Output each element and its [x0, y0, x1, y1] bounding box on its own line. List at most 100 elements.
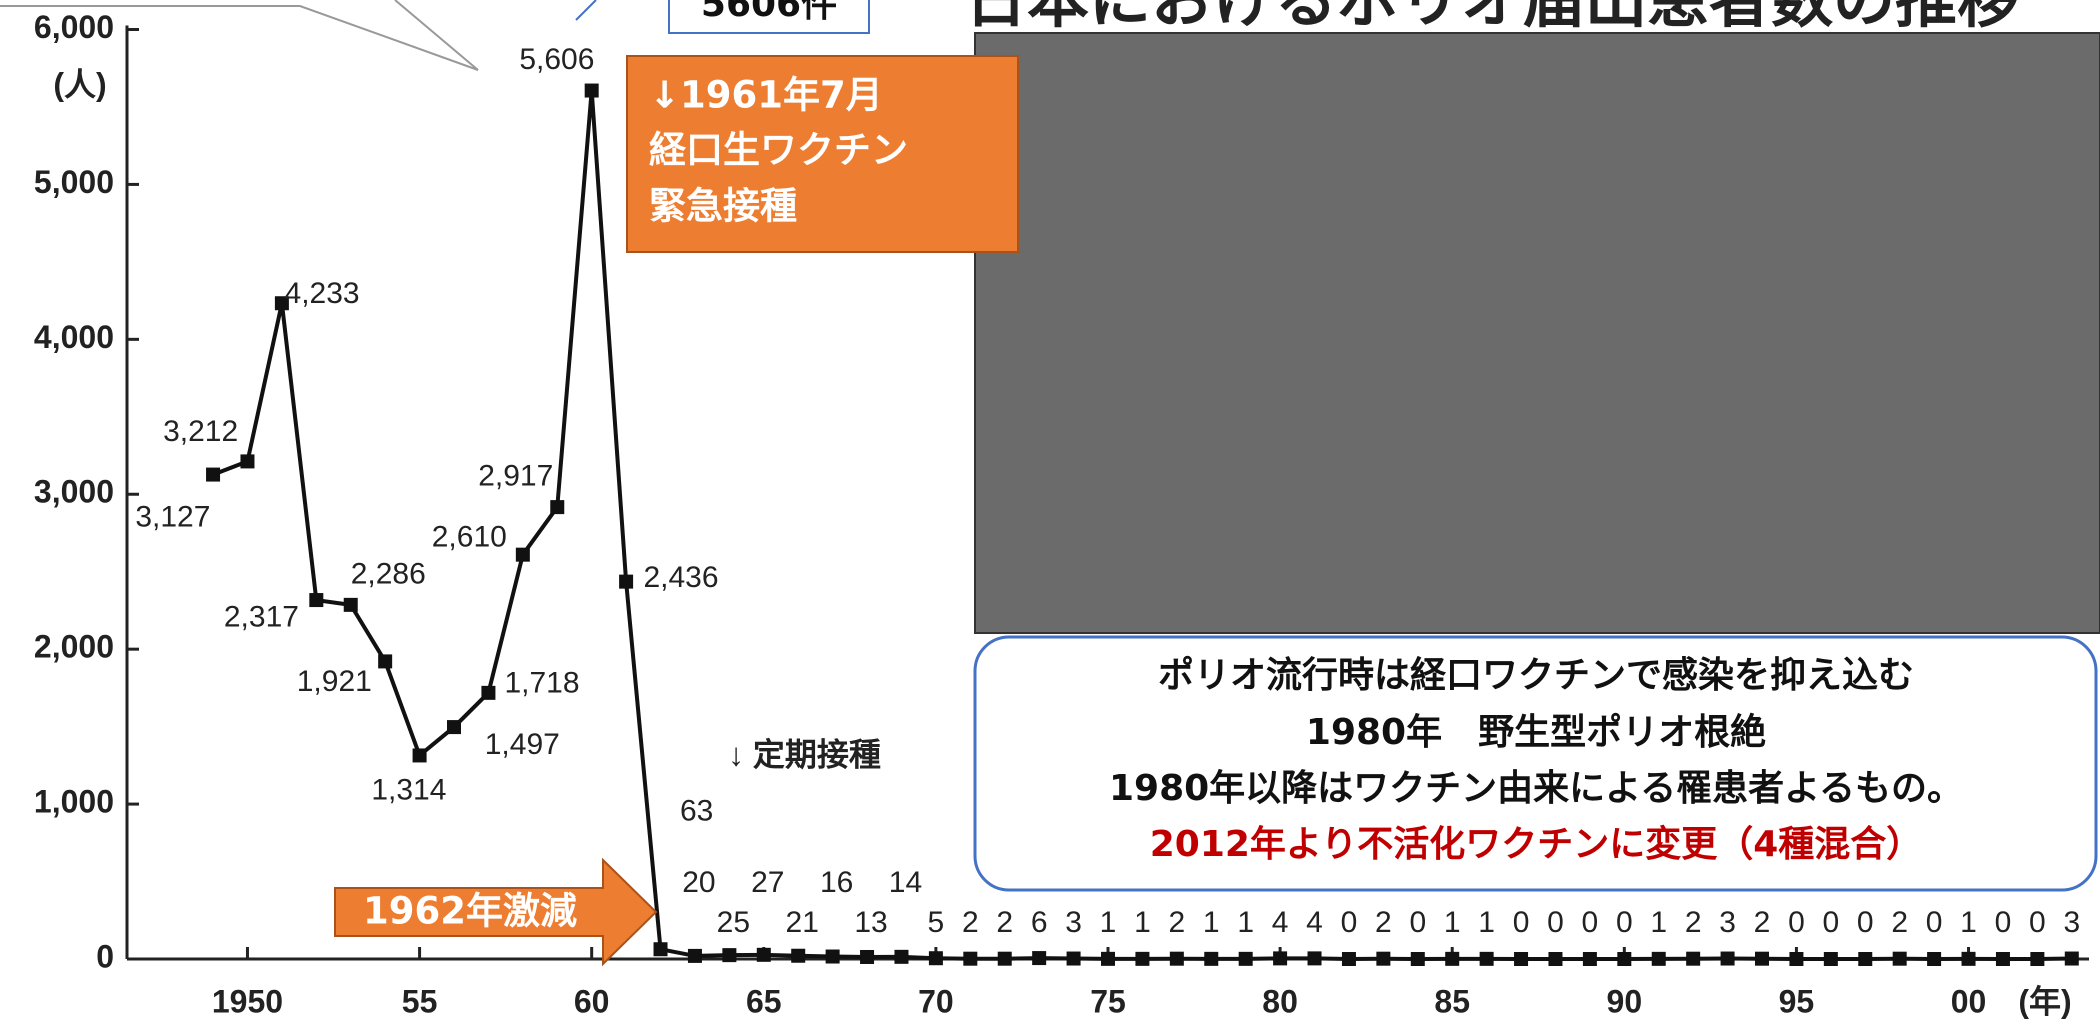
y-tick-label: 5,000 — [34, 164, 114, 200]
value-label: 0 — [1822, 906, 1839, 939]
marker — [1376, 952, 1390, 966]
marker — [1824, 952, 1838, 966]
value-label: 4 — [1306, 906, 1323, 939]
value-label: 6 — [1031, 906, 1048, 939]
callout: 5606件 — [701, 0, 837, 25]
chart-title: 日本におけるポリオ届出患者数の推移 — [965, 0, 2019, 36]
marker — [1893, 952, 1907, 966]
value-label: 0 — [1926, 906, 1943, 939]
marker — [826, 950, 840, 964]
value-label: 3 — [1065, 906, 1082, 939]
marker — [1617, 952, 1631, 966]
marker — [585, 84, 599, 98]
marker — [963, 952, 977, 966]
marker — [1548, 952, 1562, 966]
marker — [1308, 951, 1322, 965]
x-tick-label: 75 — [1090, 983, 1126, 1019]
value-label: 1 — [1960, 906, 1977, 939]
marker — [1652, 952, 1666, 966]
marker — [1789, 952, 1803, 966]
marker — [1411, 952, 1425, 966]
marker — [1239, 952, 1253, 966]
photo — [975, 33, 2100, 633]
value-label: 1 — [1203, 906, 1220, 939]
y-tick-label: 4,000 — [34, 319, 114, 355]
marker — [998, 952, 1012, 966]
value-label: 2 — [996, 906, 1013, 939]
value-label: 1 — [1100, 906, 1117, 939]
drop-label: 1962年激減 — [363, 890, 577, 933]
marker — [1445, 952, 1459, 966]
marker — [550, 500, 564, 514]
marker — [1996, 952, 2010, 966]
marker — [1858, 952, 1872, 966]
x-tick-label: 00 — [1951, 983, 1987, 1019]
x-unit: (年) — [2018, 983, 2071, 1019]
value-label: 1,921 — [297, 665, 372, 698]
value-label: 0 — [1547, 906, 1564, 939]
x-tick-label: 80 — [1262, 983, 1298, 1019]
value-label: 16 — [820, 866, 853, 899]
marker — [1755, 952, 1769, 966]
value-label: 2 — [1375, 906, 1392, 939]
value-label: 5 — [928, 906, 945, 939]
value-label: 4 — [1272, 906, 1289, 939]
marker — [447, 720, 461, 734]
value-label: 2 — [962, 906, 979, 939]
y-tick-label: 3,000 — [34, 474, 114, 510]
value-label: 25 — [717, 906, 750, 939]
x-tick-label: 95 — [1779, 983, 1815, 1019]
marker — [1032, 951, 1046, 965]
marker — [688, 949, 702, 963]
marker — [481, 686, 495, 700]
marker — [1273, 951, 1287, 965]
value-label: 3 — [1719, 906, 1736, 939]
value-label: 27 — [751, 866, 784, 899]
marker — [757, 948, 771, 962]
marker — [654, 942, 668, 956]
value-label: 2,286 — [351, 557, 426, 590]
marker — [1067, 952, 1081, 966]
value-label: 0 — [1513, 906, 1530, 939]
y-tick-label: 6,000 — [34, 9, 114, 45]
marker — [1480, 952, 1494, 966]
note-line: 経口生ワクチン — [649, 129, 908, 172]
value-label: 0 — [2029, 906, 2046, 939]
note-line: 緊急接種 — [649, 185, 797, 228]
value-label: 2 — [1685, 906, 1702, 939]
value-label: 1 — [1134, 906, 1151, 939]
value-label: 5,606 — [519, 43, 594, 76]
value-label: 1 — [1650, 906, 1667, 939]
value-label: 1 — [1444, 906, 1461, 939]
marker — [344, 598, 358, 612]
marker — [1170, 952, 1184, 966]
marker — [240, 454, 254, 468]
marker — [1135, 952, 1149, 966]
marker — [722, 948, 736, 962]
marker — [2065, 952, 2079, 966]
value-label: 2 — [1891, 906, 1908, 939]
x-tick-label: 70 — [918, 983, 954, 1019]
marker — [1721, 952, 1735, 966]
value-label: 2,917 — [478, 460, 553, 493]
value-label: 21 — [786, 906, 819, 939]
marker — [309, 593, 323, 607]
value-label: 3,127 — [135, 501, 210, 534]
value-label: 1 — [1237, 906, 1254, 939]
marker — [413, 748, 427, 762]
value-label: 2,317 — [224, 601, 299, 634]
value-label: 0 — [1616, 906, 1633, 939]
x-tick-label: 1950 — [212, 983, 283, 1019]
marker — [1927, 952, 1941, 966]
y-tick-label: 2,000 — [34, 629, 114, 665]
summary-line: ポリオ流行時は経口ワクチンで感染を抑え込む — [1158, 654, 1914, 696]
value-label: 3,212 — [163, 415, 238, 448]
note-line: ↓1961年7月 — [649, 74, 883, 117]
marker — [1514, 952, 1528, 966]
routine-label: ↓ 定期接種 — [728, 736, 881, 772]
y-unit: (人) — [53, 66, 106, 102]
value-label: 0 — [1995, 906, 2012, 939]
summary-line: 1980年以降はワクチン由来による罹患者よるもの。 — [1109, 768, 1963, 809]
marker — [1962, 952, 1976, 966]
chart: 5606件 日本におけるポリオ届出患者数の推移 01,0002,0003,000… — [0, 0, 2100, 1034]
